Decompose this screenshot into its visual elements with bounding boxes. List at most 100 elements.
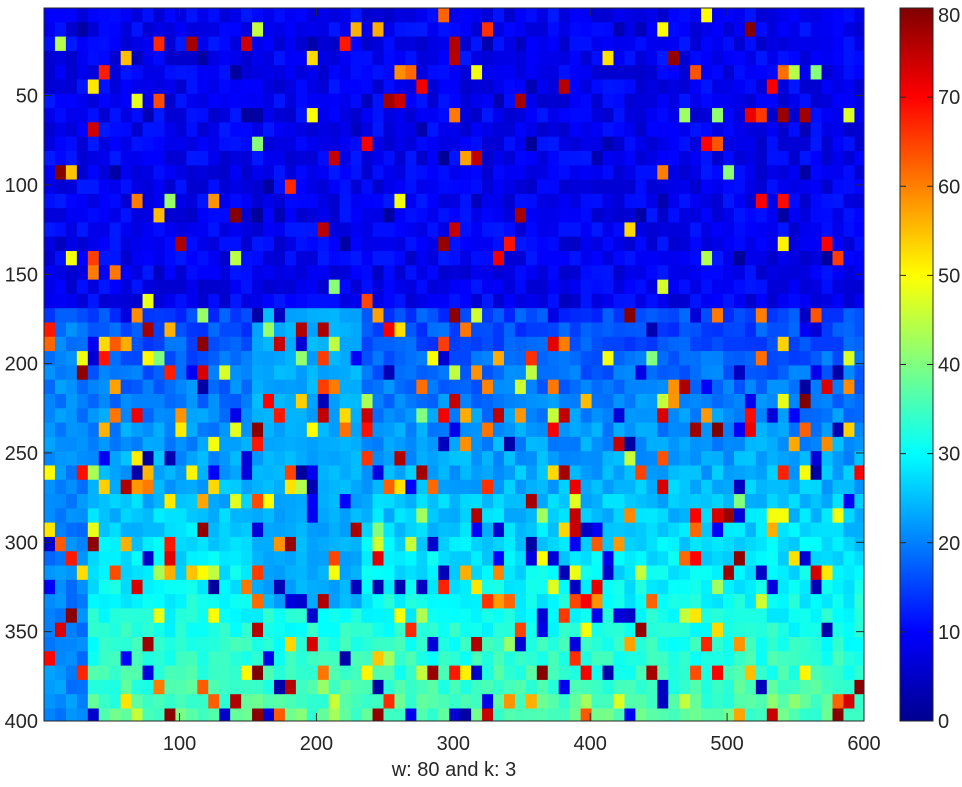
heatmap-cell (515, 594, 527, 609)
heatmap-cell (373, 465, 385, 480)
heatmap-cell (734, 208, 746, 223)
heatmap-cell (373, 79, 385, 94)
heatmap-cell (559, 122, 571, 137)
heatmap-cell (88, 351, 100, 366)
heatmap-cell (351, 637, 363, 652)
heatmap-cell (88, 180, 100, 195)
x-tick-label: 100 (163, 733, 196, 755)
heatmap-cell (624, 666, 636, 681)
heatmap-cell (55, 180, 67, 195)
heatmap-cell (515, 351, 527, 366)
heatmap-cell (570, 494, 582, 509)
heatmap-cell (559, 608, 571, 623)
heatmap-cell (811, 651, 823, 666)
heatmap-cell (460, 337, 472, 352)
heatmap-cell (274, 394, 286, 409)
heatmap-cell (44, 337, 56, 352)
heatmap-cell (318, 323, 330, 338)
heatmap-cell (712, 551, 724, 566)
heatmap-cell (635, 423, 647, 438)
heatmap-cell (241, 494, 253, 509)
heatmap-cell (526, 165, 538, 180)
heatmap-cell (252, 137, 264, 152)
heatmap-cell (767, 537, 779, 552)
heatmap-cell (416, 65, 428, 80)
heatmap-cell (789, 465, 801, 480)
heatmap-cell (745, 79, 757, 94)
heatmap-cell (657, 608, 669, 623)
heatmap-cell (110, 108, 122, 123)
heatmap-cell (756, 437, 768, 452)
heatmap-cell (515, 394, 527, 409)
heatmap-cell (679, 380, 691, 395)
heatmap-cell (460, 451, 472, 466)
heatmap-cell (66, 594, 78, 609)
heatmap-cell (121, 94, 133, 109)
heatmap-cell (143, 394, 155, 409)
heatmap-cell (154, 237, 166, 252)
heatmap-cell (143, 508, 155, 523)
heatmap-cell (219, 566, 231, 581)
heatmap-cell (362, 180, 374, 195)
heatmap-cell (416, 22, 428, 37)
heatmap-cell (482, 151, 494, 166)
heatmap-cell (657, 694, 669, 709)
heatmap-cell (329, 94, 341, 109)
heatmap-cell (559, 79, 571, 94)
heatmap-cell (55, 251, 67, 266)
heatmap-cell (340, 680, 352, 695)
heatmap-cell (657, 294, 669, 309)
heatmap-cell (438, 265, 450, 280)
heatmap-cell (822, 280, 834, 295)
heatmap-cell (55, 108, 67, 123)
heatmap-cell (493, 480, 505, 495)
heatmap-cell (88, 480, 100, 495)
heatmap-cell (197, 637, 209, 652)
heatmap-cell (296, 222, 308, 237)
heatmap-cell (843, 108, 855, 123)
heatmap-cell (833, 137, 845, 152)
heatmap-cell (66, 651, 78, 666)
heatmap-cell (504, 237, 516, 252)
heatmap-cell (438, 165, 450, 180)
heatmap-cell (384, 137, 396, 152)
heatmap-cell (208, 337, 220, 352)
heatmap-cell (340, 51, 352, 66)
heatmap-cell (559, 551, 571, 566)
heatmap-cell (843, 137, 855, 152)
heatmap-cell (745, 394, 757, 409)
heatmap-cell (613, 208, 625, 223)
heatmap-cell (690, 508, 702, 523)
heatmap-cell (219, 122, 231, 137)
heatmap-cell (241, 580, 253, 595)
heatmap-cell (679, 408, 691, 423)
heatmap-cell (285, 480, 297, 495)
heatmap-cell (241, 680, 253, 695)
heatmap-cell (745, 508, 757, 523)
heatmap-cell (77, 137, 89, 152)
heatmap-cell (504, 594, 516, 609)
heatmap-cell (296, 494, 308, 509)
heatmap-cell (197, 265, 209, 280)
heatmap-cell (646, 694, 658, 709)
heatmap-cell (526, 694, 538, 709)
heatmap-cell (537, 494, 549, 509)
heatmap-cell (405, 137, 417, 152)
heatmap-cell (44, 222, 56, 237)
heatmap-cell (143, 65, 155, 80)
heatmap-cell (197, 380, 209, 395)
heatmap-cell (745, 94, 757, 109)
heatmap-cell (734, 394, 746, 409)
heatmap-cell (132, 680, 144, 695)
heatmap-cell (537, 380, 549, 395)
heatmap-cell (537, 165, 549, 180)
heatmap-cell (679, 623, 691, 638)
heatmap-cell (197, 651, 209, 666)
heatmap-cell (438, 437, 450, 452)
heatmap-cell (833, 580, 845, 595)
heatmap-cell (668, 623, 680, 638)
heatmap-cell (504, 437, 516, 452)
heatmap-cell (88, 108, 100, 123)
heatmap-cell (362, 79, 374, 94)
heatmap-cell (296, 394, 308, 409)
